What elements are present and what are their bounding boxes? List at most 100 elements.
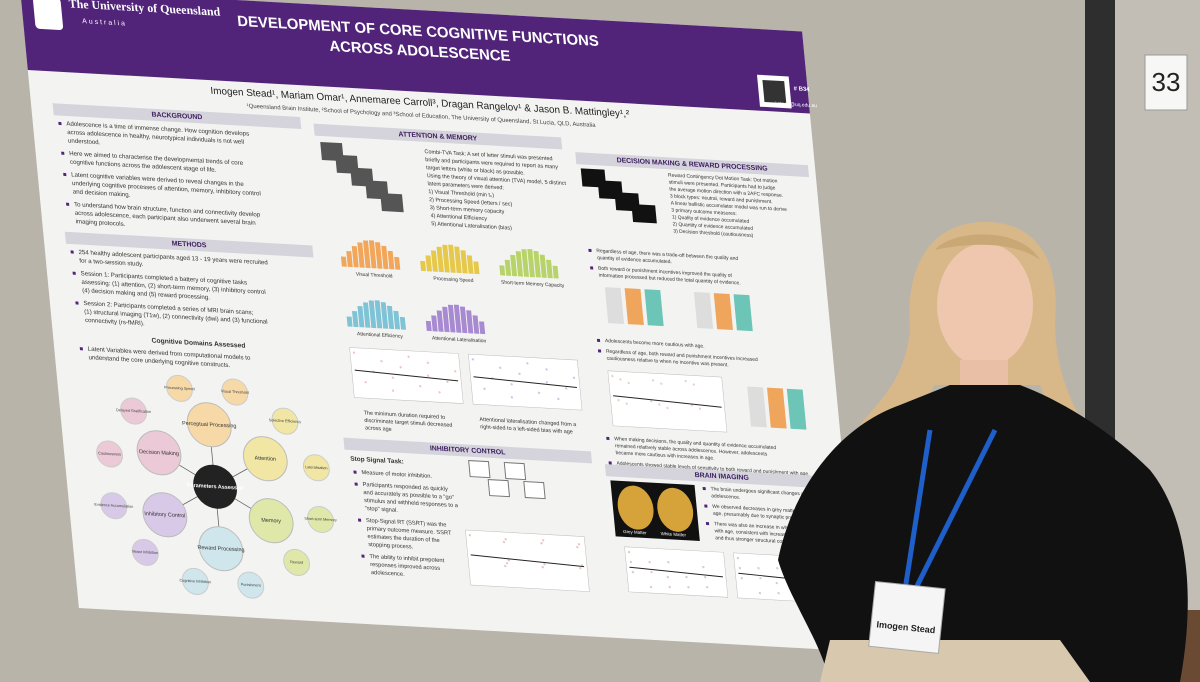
plot-dot: [446, 380, 449, 383]
hist-bar: [442, 306, 450, 333]
plot-dot: [627, 550, 631, 554]
poster-text: discriminate target stimuli decreased: [364, 418, 453, 429]
poster-text: BRAIN IMAGING: [694, 472, 749, 482]
trend-line: [473, 376, 577, 388]
poster-text: Cognitive Inhibition: [179, 579, 211, 585]
bullet: [75, 301, 79, 305]
hist-bar: [380, 302, 389, 329]
plot-dot: [499, 366, 502, 370]
poster-text: # B34: [794, 86, 811, 93]
plot-dot: [649, 399, 653, 403]
result-bar: [786, 388, 807, 430]
bullet: [704, 504, 708, 508]
poster-text: Parameters Assessed: [187, 483, 244, 492]
plot-dot: [504, 537, 507, 541]
plot-dot: [391, 376, 395, 379]
plot-dot: [692, 383, 696, 386]
face: [937, 243, 1033, 367]
poster-text: Lateralisation: [305, 465, 328, 470]
hist-bar: [447, 304, 456, 333]
poster-text: Measure of motor inhibition.: [361, 470, 433, 480]
poster-text: 3) Decision threshold (cautiousness): [673, 229, 754, 239]
poster-text: i.stead@uq.edu.au: [775, 101, 817, 109]
leaf-node: [237, 571, 265, 599]
poster-text: Decision Making: [139, 449, 179, 457]
hist-bar: [533, 250, 541, 278]
poster-text: Attentional Efficiency: [357, 331, 404, 340]
poster-text: 5) Attentional Lateralisation (bias): [431, 221, 512, 231]
plot-dot: [564, 387, 568, 390]
hist-bar: [363, 240, 371, 269]
hist-bar: [521, 249, 530, 277]
plot-dot: [468, 534, 472, 537]
hist-bar: [459, 306, 468, 334]
poster-text: Cautiousness: [98, 451, 121, 456]
poster-text: 4) Attentional Efficiency: [430, 213, 487, 222]
plot-dot: [738, 566, 742, 570]
poster-text: stimulus and withheld responses to a: [364, 498, 459, 509]
poster-header: [20, 0, 810, 114]
hist-bar: [351, 246, 359, 268]
hist-bar: [381, 245, 389, 270]
poster-text: The brain undergoes significant changes …: [710, 486, 816, 498]
poster-text: ATTENTION & MEMORY: [398, 131, 478, 142]
person: Imogen Stead: [778, 222, 1188, 682]
trend-line: [613, 395, 722, 408]
stimulus-frame: [523, 480, 546, 500]
result-bar: [693, 292, 714, 329]
plot-dot: [625, 402, 628, 405]
poster-text: 1) Visual Threshold (min t₀): [428, 189, 494, 199]
poster-text: The minimum duration required to: [363, 410, 445, 421]
poster-text: Grey Matter: [623, 529, 647, 535]
plot-dot: [579, 567, 582, 570]
poster-text: The ability to inhibit prepotent: [369, 554, 445, 564]
result-bar: [604, 287, 625, 324]
poster-text: adolescence.: [711, 493, 741, 501]
poster-text: Short-term Memory: [304, 517, 337, 523]
plot-dot: [629, 560, 633, 564]
lanyard: [912, 428, 998, 592]
plot-dot: [698, 407, 702, 410]
plot-dot: [757, 566, 760, 570]
plot-dot: [658, 403, 661, 406]
plot-dot: [572, 376, 576, 380]
plot-dot: [510, 383, 513, 386]
booth-sign: [1144, 54, 1188, 111]
hist-bar: [357, 306, 365, 328]
plot-dot: [776, 567, 779, 570]
hist-bar: [552, 265, 559, 279]
hist-bar: [499, 265, 506, 276]
plot-dot: [399, 366, 402, 369]
poster-text: Delayed Gratification: [116, 408, 151, 414]
plot-dot: [650, 570, 653, 574]
result-bar: [733, 294, 753, 332]
bullet: [357, 518, 362, 522]
poster-text: primary outcome measure. SSRT: [367, 526, 453, 537]
bullet: [705, 521, 710, 526]
poster-text: Selective Efficiency: [269, 418, 302, 424]
bullet: [606, 436, 610, 441]
poster-text: Evidence Accumulation: [94, 503, 133, 509]
plot-dot: [627, 381, 630, 385]
poster-text: Reward: [290, 560, 303, 565]
plot-dot: [758, 591, 762, 595]
result-bar: [747, 386, 767, 428]
bullet: [608, 461, 612, 465]
plot-dot: [611, 374, 614, 378]
bullet: [588, 248, 592, 253]
stimulus-frame: [631, 204, 657, 224]
plot-dot: [775, 581, 778, 585]
plot-dot: [577, 543, 581, 546]
bullet: [61, 151, 65, 155]
poster-text: "stop" signal.: [365, 506, 399, 514]
hist-bar: [546, 259, 553, 279]
leaf-node: [221, 378, 249, 406]
plot-dot: [702, 565, 705, 569]
plot-dot: [704, 575, 707, 579]
domain-node: [142, 492, 188, 538]
poster-text: Stop Signal Task:: [350, 456, 404, 466]
hist-bar: [430, 250, 438, 272]
leaf-node: [96, 440, 124, 468]
result-bar: [644, 289, 664, 327]
